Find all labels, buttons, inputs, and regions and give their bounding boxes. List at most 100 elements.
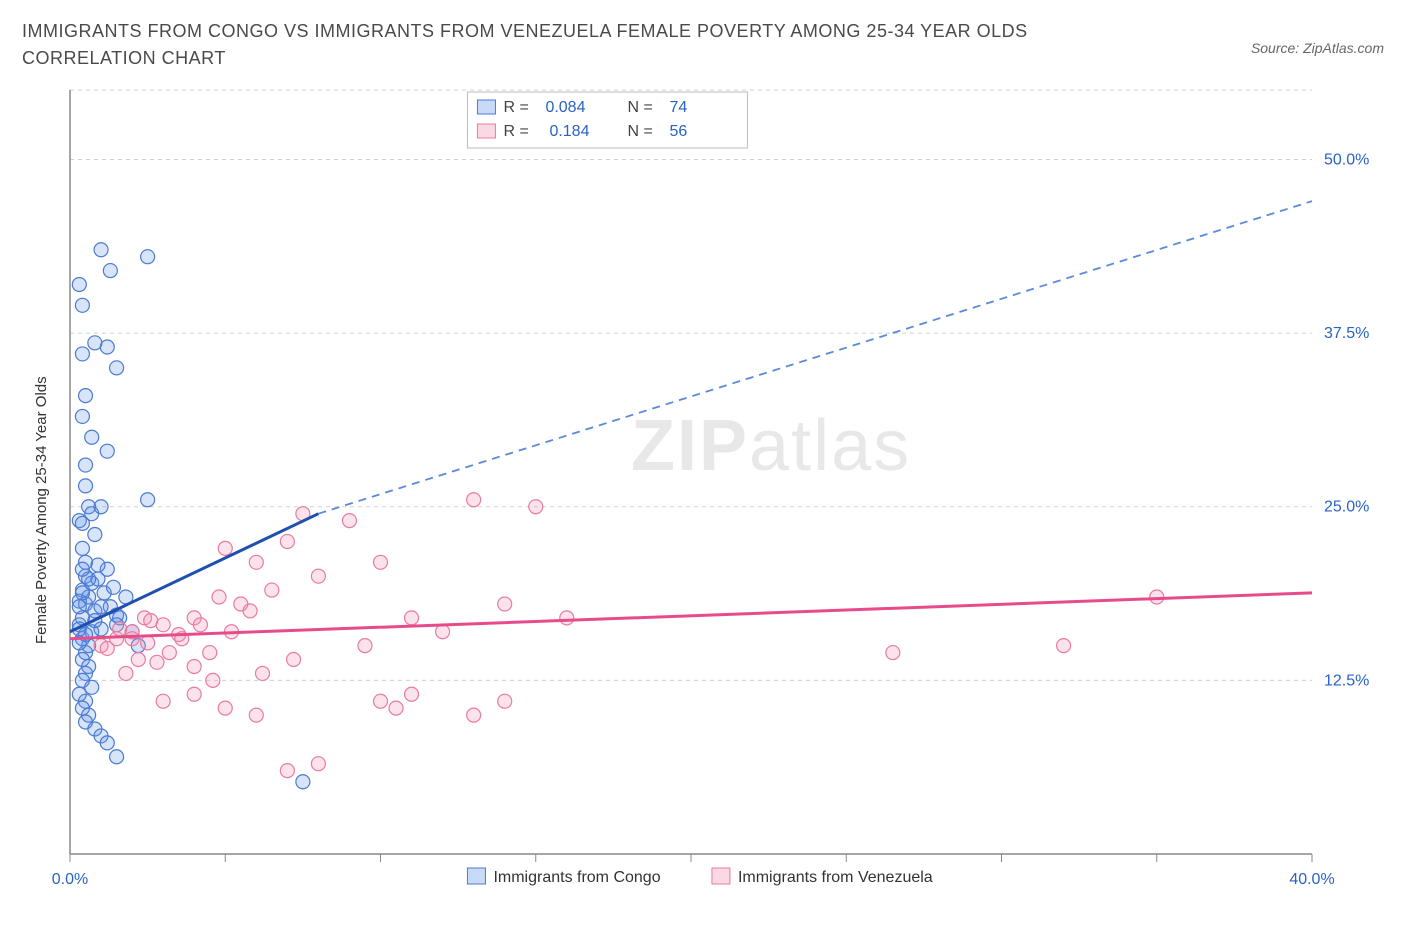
data-point: [75, 298, 89, 312]
data-point: [342, 514, 356, 528]
data-point: [249, 555, 263, 569]
data-point: [75, 562, 89, 576]
data-point: [374, 555, 388, 569]
data-point: [75, 347, 89, 361]
data-point: [218, 701, 232, 715]
bottom-legend-swatch: [712, 868, 730, 884]
data-point: [75, 516, 89, 530]
data-point: [94, 600, 108, 614]
data-point: [1057, 639, 1071, 653]
data-point: [88, 528, 102, 542]
data-point: [110, 750, 124, 764]
data-point: [72, 600, 86, 614]
legend-n-label: N =: [627, 99, 652, 116]
data-point: [113, 622, 127, 636]
data-point: [150, 655, 164, 669]
legend-r-label: R =: [503, 99, 528, 116]
data-point: [141, 493, 155, 507]
data-point: [110, 361, 124, 375]
y-tick-label: 37.5%: [1324, 325, 1369, 342]
data-point: [91, 558, 105, 572]
x-tick-label: 40.0%: [1289, 871, 1334, 888]
data-point: [311, 569, 325, 583]
correlation-scatter-chart: ZIPatlas 0.0% 40.0% 12.5% 25.0% 37.5% 50.0% Fem…: [22, 80, 1384, 910]
data-point: [374, 694, 388, 708]
data-point: [249, 708, 263, 722]
data-point: [131, 653, 145, 667]
data-point: [79, 389, 93, 403]
data-point: [212, 590, 226, 604]
data-point: [280, 764, 294, 778]
data-point: [94, 243, 108, 257]
x-tick-label: 0.0%: [52, 871, 88, 888]
data-point: [280, 534, 294, 548]
chart-container: ZIPatlas 0.0% 40.0% 12.5% 25.0% 37.5% 50.0% Fem…: [22, 80, 1384, 910]
source-attribution: Source: ZipAtlas.com: [1251, 40, 1384, 56]
data-point: [88, 336, 102, 350]
data-point: [560, 611, 574, 625]
legend-swatch-venezuela: [477, 124, 495, 138]
legend-r-value: 0.084: [545, 99, 585, 116]
data-point: [75, 541, 89, 555]
data-point: [125, 632, 139, 646]
trend-line-venezuela: [70, 593, 1312, 639]
data-point: [100, 641, 114, 655]
data-point: [106, 580, 120, 594]
data-point: [498, 597, 512, 611]
legend-n-label: N =: [627, 123, 652, 140]
data-point: [358, 639, 372, 653]
data-point: [75, 409, 89, 423]
data-point: [187, 687, 201, 701]
data-point: [436, 625, 450, 639]
data-point: [144, 614, 158, 628]
data-point: [85, 430, 99, 444]
data-point: [103, 264, 117, 278]
data-point: [265, 583, 279, 597]
chart-title: IMMIGRANTS FROM CONGO VS IMMIGRANTS FROM…: [22, 18, 1122, 72]
data-point: [79, 479, 93, 493]
data-point: [75, 586, 89, 600]
legend-r-label: R =: [503, 123, 528, 140]
bottom-legend-label: Immigrants from Venezuela: [738, 869, 933, 886]
data-point: [467, 493, 481, 507]
data-point: [100, 444, 114, 458]
data-point: [162, 646, 176, 660]
data-point: [72, 277, 86, 291]
data-point: [529, 500, 543, 514]
data-point: [886, 646, 900, 660]
y-tick-label: 25.0%: [1324, 499, 1369, 516]
data-point: [79, 458, 93, 472]
data-point: [141, 636, 155, 650]
data-point: [311, 757, 325, 771]
data-point: [467, 708, 481, 722]
legend-swatch-congo: [477, 100, 495, 114]
watermark: ZIPatlas: [631, 406, 911, 486]
data-point: [141, 250, 155, 264]
data-point: [405, 687, 419, 701]
bottom-legend-label: Immigrants from Congo: [493, 869, 660, 886]
y-axis-label: Female Poverty Among 25-34 Year Olds: [33, 376, 50, 644]
data-point: [119, 666, 133, 680]
data-point: [287, 653, 301, 667]
data-point: [193, 618, 207, 632]
bottom-legend-swatch: [467, 868, 485, 884]
data-point: [243, 604, 257, 618]
data-point: [100, 736, 114, 750]
y-tick-label: 12.5%: [1324, 672, 1369, 689]
data-point: [187, 659, 201, 673]
data-point: [206, 673, 220, 687]
data-point: [498, 694, 512, 708]
data-point: [405, 611, 419, 625]
legend-r-value: 0.184: [549, 123, 589, 140]
data-point: [203, 646, 217, 660]
y-tick-label: 50.0%: [1324, 151, 1369, 168]
legend-n-value: 56: [669, 123, 687, 140]
data-point: [256, 666, 270, 680]
data-point: [85, 680, 99, 694]
data-point: [218, 541, 232, 555]
data-point: [94, 500, 108, 514]
data-point: [156, 694, 170, 708]
data-point: [389, 701, 403, 715]
legend-n-value: 74: [669, 99, 687, 116]
data-point: [296, 775, 310, 789]
